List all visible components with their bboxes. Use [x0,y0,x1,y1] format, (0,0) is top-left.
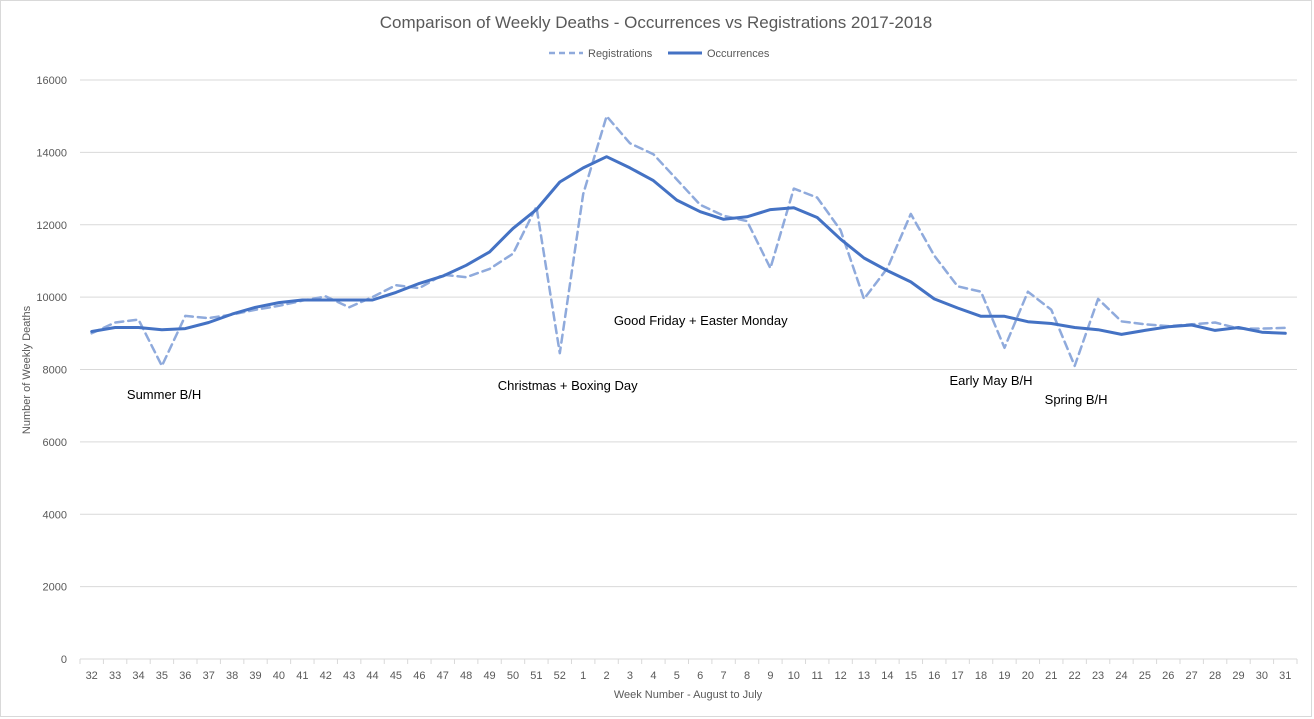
x-tick-label: 22 [1069,670,1081,682]
y-tick-label: 14000 [36,147,67,159]
chart-title: Comparison of Weekly Deaths - Occurrence… [380,13,932,32]
x-tick-label: 30 [1256,670,1268,682]
x-tick-label: 36 [179,670,191,682]
annotation-label: Summer B/H [127,387,201,402]
x-tick-label: 26 [1162,670,1174,682]
y-tick-label: 16000 [36,75,67,87]
x-tick-label: 13 [858,670,870,682]
x-tick-label: 35 [156,670,168,682]
x-tick-label: 43 [343,670,355,682]
x-tick-label: 18 [975,670,987,682]
x-tick-label: 47 [437,670,449,682]
x-tick-label: 5 [674,670,680,682]
x-tick-label: 14 [881,670,893,682]
x-tick-label: 15 [905,670,917,682]
x-tick-label: 21 [1045,670,1057,682]
x-tick-label: 16 [928,670,940,682]
annotation-label: Spring B/H [1045,392,1108,407]
x-tick-label: 9 [767,670,773,682]
x-tick-label: 37 [203,670,215,682]
x-tick-label: 12 [835,670,847,682]
series-lines [90,114,1287,368]
x-tick-label: 38 [226,670,238,682]
annotation-label: Early May B/H [949,373,1032,388]
x-tick-label: 50 [507,670,519,682]
legend-label-occurrences: Occurrences [707,48,770,60]
x-tick-label: 44 [366,670,378,682]
legend-label-registrations: Registrations [588,48,653,60]
x-tick-label: 49 [483,670,495,682]
gridlines [80,79,1297,660]
annotation-label: Good Friday + Easter Monday [614,313,788,328]
series-line-occurrences [90,155,1287,336]
x-tick-label: 29 [1232,670,1244,682]
y-axis-ticks: 0 2000 4000 6000 8000 10000 12000 14000 16000 [36,75,67,666]
x-tick-label: 7 [721,670,727,682]
y-tick-label: 8000 [43,365,67,377]
annotations: Summer B/H Christmas + Boxing Day Good Fri… [127,313,1108,407]
y-tick-label: 10000 [36,292,67,304]
x-tick-label: 24 [1115,670,1127,682]
x-axis-title: Week Number - August to July [614,689,763,701]
x-tick-label: 25 [1139,670,1151,682]
x-tick-label: 27 [1186,670,1198,682]
y-tick-label: 6000 [43,437,67,449]
x-tick-label: 1 [580,670,586,682]
x-tick-label: 46 [413,670,425,682]
x-tick-label: 45 [390,670,402,682]
x-tick-label: 41 [296,670,308,682]
x-tick-label: 48 [460,670,472,682]
x-tick-label: 28 [1209,670,1221,682]
x-tick-label: 32 [86,670,98,682]
x-tick-label: 23 [1092,670,1104,682]
x-tick-label: 33 [109,670,121,682]
legend: Registrations Occurrences [549,48,770,60]
x-tick-label: 6 [697,670,703,682]
x-tick-label: 2 [604,670,610,682]
x-tick-label: 4 [650,670,656,682]
x-tick-label: 3 [627,670,633,682]
x-tick-label: 11 [812,670,823,682]
x-tick-label: 51 [530,670,542,682]
x-axis-ticks: 32 33 34 35 36 37 38 39 40 41 42 43 44 45 46 47 48 49 50 51… [79,659,1298,682]
x-tick-label: 17 [952,670,964,682]
y-axis-title: Number of Weekly Deaths [21,305,33,434]
x-tick-label: 52 [554,670,566,682]
y-tick-label: 2000 [43,582,67,594]
x-tick-label: 40 [273,670,285,682]
series-line-registrations [90,114,1287,368]
x-tick-label: 34 [132,670,144,682]
x-tick-label: 19 [998,670,1010,682]
annotation-label: Christmas + Boxing Day [498,378,638,393]
x-tick-label: 10 [788,670,800,682]
y-tick-label: 12000 [36,220,67,232]
y-tick-label: 0 [61,654,67,666]
x-tick-label: 8 [744,670,750,682]
x-tick-label: 20 [1022,670,1034,682]
x-tick-label: 31 [1279,670,1291,682]
y-tick-label: 4000 [43,509,67,521]
x-tick-label: 39 [249,670,261,682]
x-tick-label: 42 [320,670,332,682]
